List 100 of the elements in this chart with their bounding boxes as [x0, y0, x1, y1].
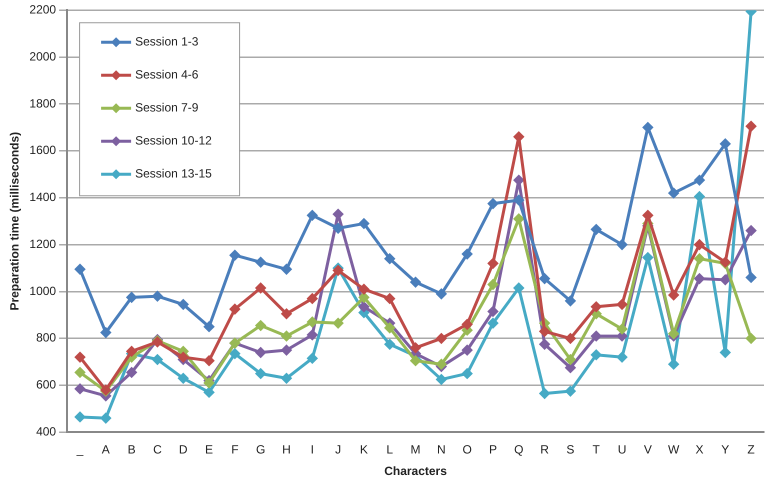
- point: [539, 326, 550, 337]
- x-tick-label: F: [231, 442, 239, 457]
- point: [513, 131, 524, 142]
- point: [74, 352, 86, 363]
- point: [255, 368, 266, 380]
- y-tick-label: 600: [36, 378, 56, 392]
- point: [255, 346, 266, 358]
- point: [436, 358, 447, 370]
- x-tick-label: H: [282, 442, 291, 457]
- point: [462, 248, 473, 260]
- point: [358, 284, 370, 295]
- point: [462, 344, 473, 356]
- x-tick-label: C: [153, 442, 162, 457]
- legend-label: Session 13-15: [135, 166, 212, 181]
- x-tick-label: I: [310, 442, 314, 457]
- point: [384, 338, 396, 350]
- x-tick-label: G: [256, 442, 266, 457]
- point: [720, 138, 731, 150]
- point: [152, 354, 163, 366]
- point: [306, 293, 318, 304]
- x-tick-label: E: [205, 442, 214, 457]
- point: [126, 366, 138, 378]
- x-tick-label: J: [335, 442, 342, 457]
- point: [436, 374, 447, 385]
- point: [74, 366, 86, 378]
- point: [694, 239, 705, 250]
- point: [436, 288, 447, 300]
- point: [229, 348, 240, 360]
- y-tick-label: 800: [36, 330, 56, 345]
- point: [410, 276, 422, 288]
- point: [539, 338, 550, 350]
- point: [564, 295, 576, 306]
- point: [384, 253, 396, 264]
- point: [178, 352, 189, 363]
- y-tick-label: 400: [36, 424, 56, 439]
- point: [204, 386, 215, 398]
- x-tick-label: U: [618, 442, 626, 457]
- point: [694, 253, 705, 264]
- point: [280, 344, 292, 356]
- point: [487, 198, 498, 210]
- point: [694, 174, 705, 186]
- point: [358, 218, 370, 230]
- point: [746, 120, 757, 132]
- point: [280, 330, 292, 342]
- point: [358, 301, 370, 312]
- x-axis-title: Characters: [384, 464, 448, 478]
- point: [126, 292, 138, 303]
- point: [229, 304, 240, 315]
- point: [487, 279, 498, 290]
- point: [746, 225, 757, 236]
- point: [358, 292, 370, 303]
- point: [668, 328, 680, 340]
- legend-label: Session 4-6: [135, 68, 199, 82]
- point: [616, 352, 628, 363]
- point: [590, 349, 602, 360]
- x-tick-label: Q: [514, 442, 524, 457]
- point: [564, 332, 576, 344]
- point: [332, 222, 344, 234]
- legend-label: Session 7-9: [135, 100, 199, 115]
- point: [487, 306, 498, 317]
- point: [178, 298, 189, 310]
- point: [410, 355, 422, 366]
- point: [564, 386, 576, 397]
- point: [642, 210, 654, 221]
- point: [539, 388, 550, 400]
- point: [280, 308, 292, 320]
- point: [280, 372, 292, 384]
- point: [616, 298, 628, 310]
- point: [152, 290, 163, 302]
- x-tick-label: P: [488, 442, 497, 457]
- point: [100, 327, 112, 338]
- point: [306, 210, 318, 221]
- point: [513, 213, 524, 224]
- legend-label: Session 10-12: [135, 134, 212, 148]
- point: [74, 264, 86, 275]
- x-tick-label: N: [437, 442, 446, 457]
- point: [694, 273, 705, 284]
- point: [513, 282, 524, 294]
- point: [306, 352, 318, 364]
- point: [204, 321, 215, 332]
- point: [642, 122, 654, 133]
- x-tick-label: _: [76, 442, 84, 457]
- point: [255, 256, 266, 268]
- x-tick-label: V: [644, 442, 652, 457]
- point: [487, 318, 498, 329]
- x-tick-label: K: [360, 442, 368, 457]
- x-tick-label: D: [178, 442, 188, 457]
- y-tick-label: 2200: [29, 2, 56, 17]
- point: [436, 332, 447, 344]
- x-tick-label: W: [668, 442, 680, 457]
- x-tick-label: Z: [747, 442, 755, 457]
- point: [384, 293, 396, 304]
- x-tick-label: B: [128, 442, 136, 457]
- point: [255, 320, 266, 332]
- y-tick-label: 1600: [29, 143, 56, 158]
- point: [564, 362, 576, 374]
- x-tick-label: O: [462, 442, 472, 457]
- point: [462, 318, 473, 330]
- point: [590, 301, 602, 312]
- point: [462, 368, 473, 380]
